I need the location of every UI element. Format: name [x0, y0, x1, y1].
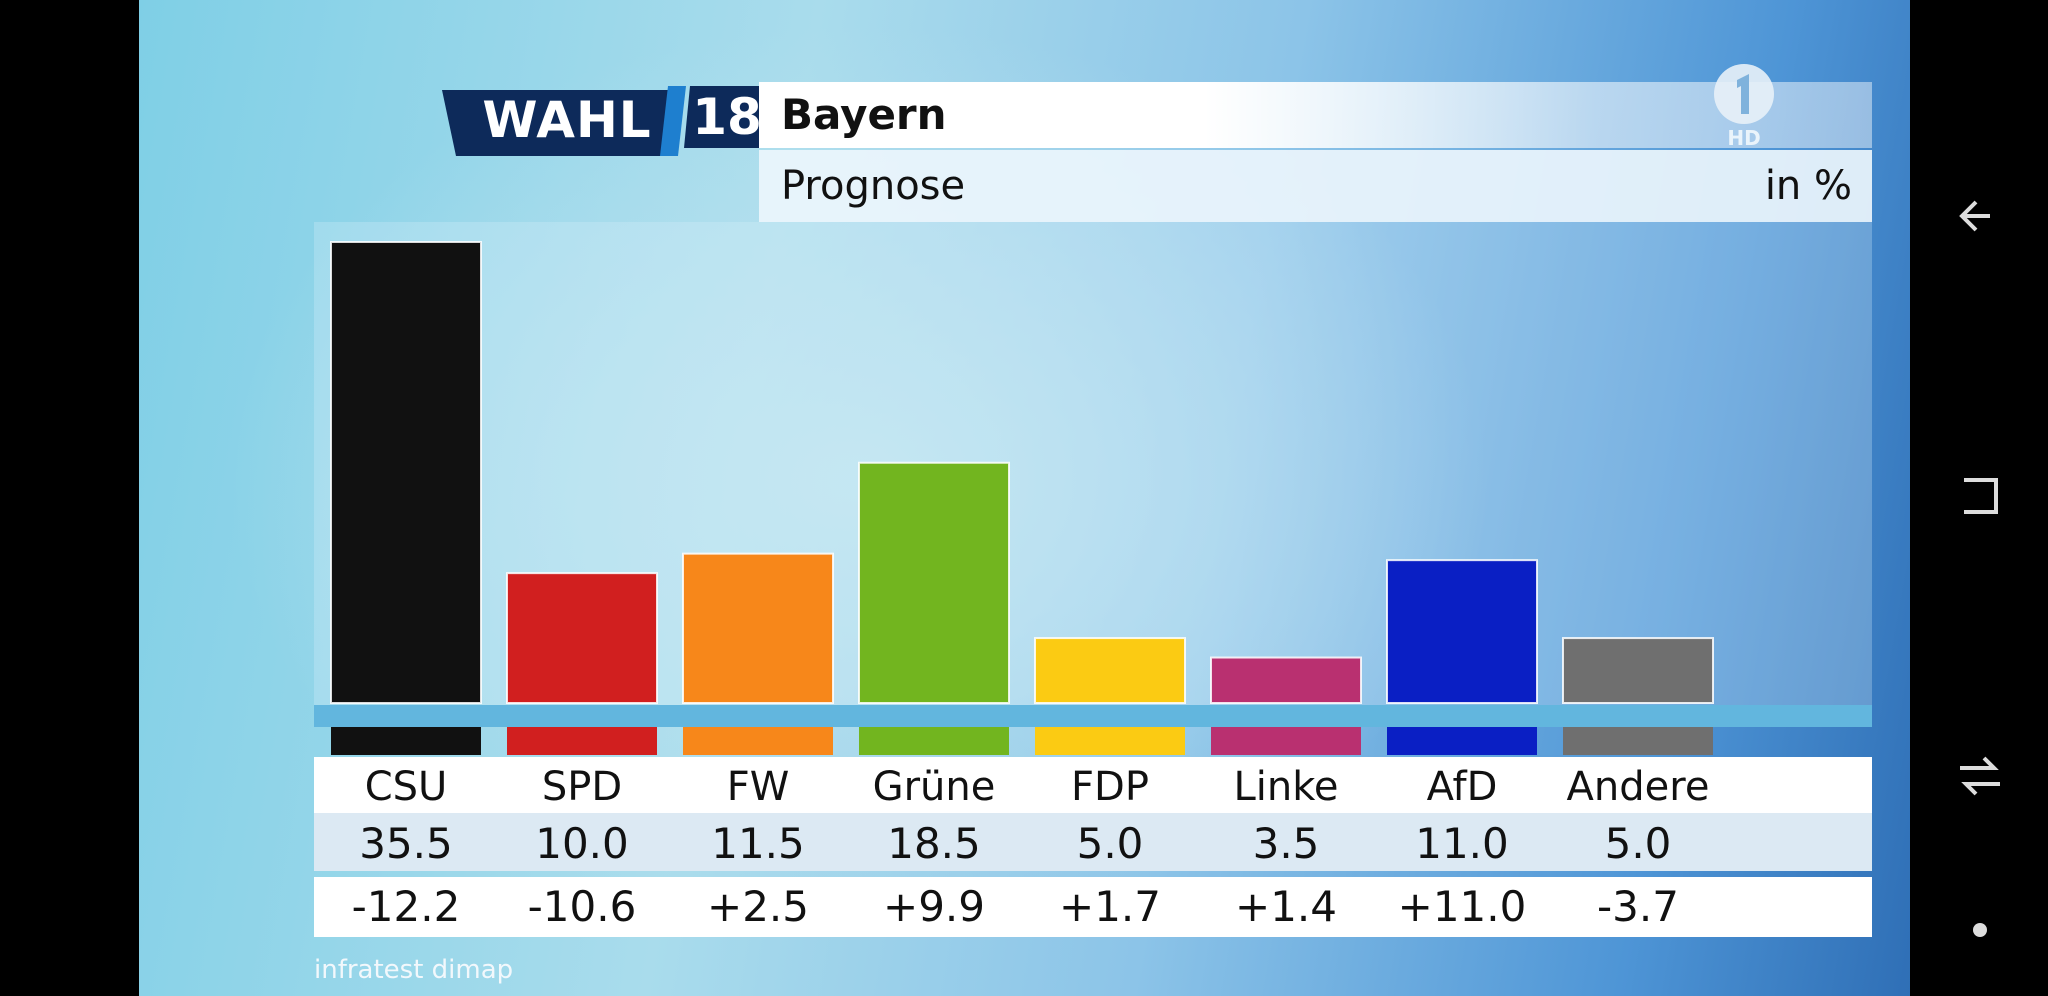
wahl-brand-logo: WAHL 18 — [442, 86, 767, 158]
baseline-band — [314, 705, 1872, 727]
android-navbar — [1910, 0, 2048, 996]
title-bar: Bayern — [759, 82, 1872, 148]
change-label: +11.0 — [1397, 882, 1527, 931]
recents-icon[interactable] — [1950, 466, 2010, 526]
bar-grüne — [858, 461, 1010, 704]
bar-csu — [330, 241, 482, 704]
bar-afd — [1386, 559, 1538, 704]
color-strip-linke — [1211, 727, 1361, 755]
change-label: +1.4 — [1235, 882, 1337, 931]
change-label: -3.7 — [1597, 882, 1679, 931]
tv-screen: WAHL 18 Bayern Prognose in % HD CSU 35.5 -… — [139, 0, 1910, 996]
category-label: Grüne — [872, 764, 996, 810]
category-label: Andere — [1566, 764, 1710, 810]
subtitle-bar: Prognose in % — [759, 150, 1872, 222]
unit-label: in % — [1764, 163, 1852, 209]
value-label: 5.0 — [1604, 819, 1672, 868]
color-strip-fw — [683, 727, 833, 755]
category-label: CSU — [364, 764, 448, 810]
color-strip-fdp — [1035, 727, 1185, 755]
value-label: 11.0 — [1415, 819, 1509, 868]
value-label: 11.5 — [711, 819, 805, 868]
color-strip-grüne — [859, 727, 1009, 755]
category-label: SPD — [541, 764, 623, 810]
results-table: CSU 35.5 -12.2 SPD 10.0 -10.6 FW 11.5 +2.5 Grüne 1… — [314, 727, 1872, 937]
change-label: +2.5 — [707, 882, 809, 931]
value-label: 3.5 — [1252, 819, 1320, 868]
category-label: FW — [726, 764, 790, 810]
category-label: FDP — [1071, 764, 1149, 810]
value-label: 5.0 — [1076, 819, 1144, 868]
brand-year-text: 18 — [692, 88, 762, 146]
bar-fw — [682, 552, 834, 705]
category-label: Linke — [1233, 764, 1339, 810]
category-label: AfD — [1426, 764, 1498, 810]
change-label: +9.9 — [883, 882, 985, 931]
chart-subtitle: Prognose — [781, 163, 966, 209]
color-strip-csu — [331, 727, 481, 755]
value-label: 18.5 — [887, 819, 981, 868]
color-strip-andere — [1563, 727, 1713, 755]
bar-fdp — [1034, 637, 1186, 705]
assistant-icon[interactable] — [1950, 900, 2010, 960]
bar-linke — [1210, 656, 1362, 705]
ard-logo: HD — [1709, 62, 1779, 152]
bar-andere — [1562, 637, 1714, 705]
value-row — [314, 813, 1872, 871]
color-strip-spd — [507, 727, 657, 755]
value-label: 35.5 — [359, 819, 453, 868]
back-icon[interactable] — [1950, 186, 2010, 246]
brand-wahl-text: WAHL — [482, 91, 652, 149]
change-label: +1.7 — [1059, 882, 1161, 931]
home-icon[interactable] — [1950, 746, 2010, 806]
value-label: 10.0 — [535, 819, 629, 868]
change-row — [314, 877, 1872, 937]
change-label: -12.2 — [351, 882, 461, 931]
source-label: infratest dimap — [314, 955, 514, 985]
change-label: -10.6 — [527, 882, 637, 931]
bar-chart — [314, 222, 1872, 727]
chart-title: Bayern — [781, 90, 947, 139]
hd-badge: HD — [1727, 126, 1761, 150]
color-strip-afd — [1387, 727, 1537, 755]
ard-one-icon — [1714, 64, 1774, 124]
bar-spd — [506, 572, 658, 705]
